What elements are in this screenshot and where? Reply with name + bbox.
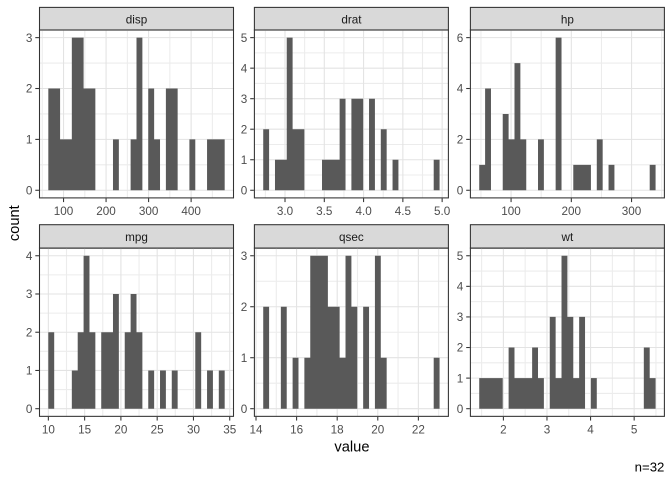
svg-text:4: 4 — [457, 83, 464, 96]
svg-text:4: 4 — [241, 62, 248, 75]
svg-text:drat: drat — [341, 13, 362, 26]
svg-text:5.0: 5.0 — [434, 205, 451, 218]
svg-text:0: 0 — [26, 184, 33, 197]
svg-text:5: 5 — [631, 423, 638, 436]
svg-text:2: 2 — [241, 301, 248, 314]
svg-text:30: 30 — [187, 423, 201, 436]
svg-text:200: 200 — [562, 205, 582, 218]
svg-text:1: 1 — [241, 352, 248, 365]
svg-text:6: 6 — [457, 32, 464, 45]
svg-text:16: 16 — [290, 423, 303, 436]
svg-text:200: 200 — [96, 205, 116, 218]
svg-text:2: 2 — [457, 342, 464, 355]
svg-text:18: 18 — [331, 423, 344, 436]
svg-text:3: 3 — [544, 423, 551, 436]
svg-text:wt: wt — [561, 231, 574, 244]
svg-text:300: 300 — [139, 205, 159, 218]
svg-text:4.5: 4.5 — [395, 205, 412, 218]
svg-text:disp: disp — [126, 13, 148, 26]
svg-text:400: 400 — [181, 205, 201, 218]
svg-text:value: value — [334, 439, 369, 455]
svg-text:4: 4 — [26, 250, 33, 263]
svg-text:2: 2 — [26, 326, 33, 339]
svg-text:n=32: n=32 — [635, 460, 665, 475]
svg-text:3: 3 — [26, 32, 33, 45]
svg-text:count: count — [7, 205, 23, 241]
svg-text:4: 4 — [457, 281, 464, 294]
svg-text:0: 0 — [457, 403, 464, 416]
svg-text:3: 3 — [26, 288, 33, 301]
svg-text:qsec: qsec — [339, 231, 364, 244]
svg-text:20: 20 — [114, 423, 128, 436]
svg-text:2: 2 — [26, 83, 33, 96]
svg-text:2: 2 — [457, 134, 464, 147]
svg-text:14: 14 — [250, 423, 264, 436]
svg-text:5: 5 — [241, 32, 248, 45]
svg-text:15: 15 — [78, 423, 92, 436]
svg-text:20: 20 — [371, 423, 385, 436]
svg-text:4: 4 — [587, 423, 594, 436]
svg-text:0: 0 — [457, 184, 464, 197]
svg-text:0: 0 — [241, 184, 248, 197]
svg-text:0: 0 — [241, 403, 248, 416]
svg-text:2: 2 — [500, 423, 507, 436]
svg-text:100: 100 — [54, 205, 74, 218]
svg-text:22: 22 — [412, 423, 425, 436]
svg-text:1: 1 — [241, 154, 248, 167]
svg-text:3: 3 — [241, 93, 248, 106]
svg-text:hp: hp — [561, 13, 575, 26]
svg-text:1: 1 — [26, 134, 33, 147]
svg-text:3.0: 3.0 — [277, 205, 294, 218]
svg-text:4.0: 4.0 — [355, 205, 372, 218]
svg-text:35: 35 — [223, 423, 237, 436]
svg-text:2: 2 — [241, 123, 248, 136]
svg-text:5: 5 — [457, 250, 464, 263]
svg-text:1: 1 — [457, 372, 464, 385]
svg-text:100: 100 — [501, 205, 521, 218]
svg-text:10: 10 — [42, 423, 56, 436]
svg-text:3: 3 — [457, 311, 464, 324]
svg-text:0: 0 — [26, 403, 33, 416]
svg-text:25: 25 — [151, 423, 165, 436]
svg-text:3.5: 3.5 — [316, 205, 333, 218]
svg-text:3: 3 — [241, 250, 248, 263]
svg-text:1: 1 — [26, 365, 33, 378]
svg-text:mpg: mpg — [125, 231, 148, 244]
svg-text:300: 300 — [622, 205, 642, 218]
